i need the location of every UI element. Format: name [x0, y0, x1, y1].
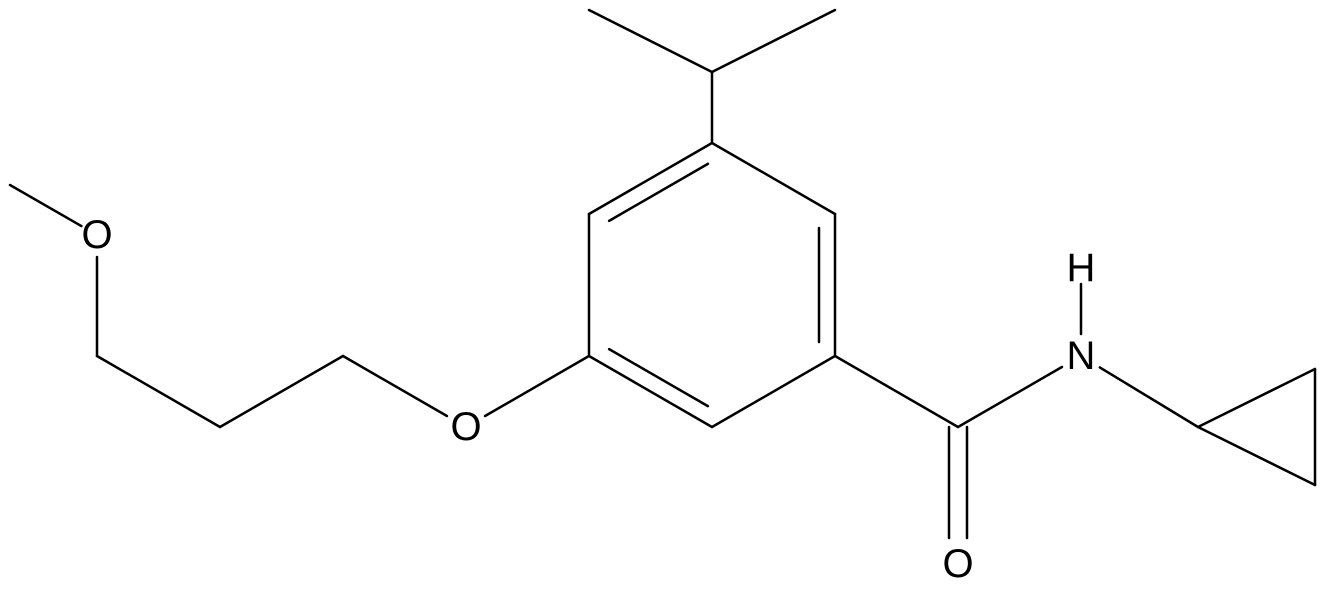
svg-text:N: N: [1067, 334, 1096, 378]
svg-text:O: O: [81, 213, 112, 257]
molecule-diagram: O NH O O: [0, 0, 1337, 598]
svg-text:O: O: [450, 405, 481, 449]
svg-text:O: O: [942, 542, 973, 586]
svg-text:H: H: [1067, 246, 1096, 290]
